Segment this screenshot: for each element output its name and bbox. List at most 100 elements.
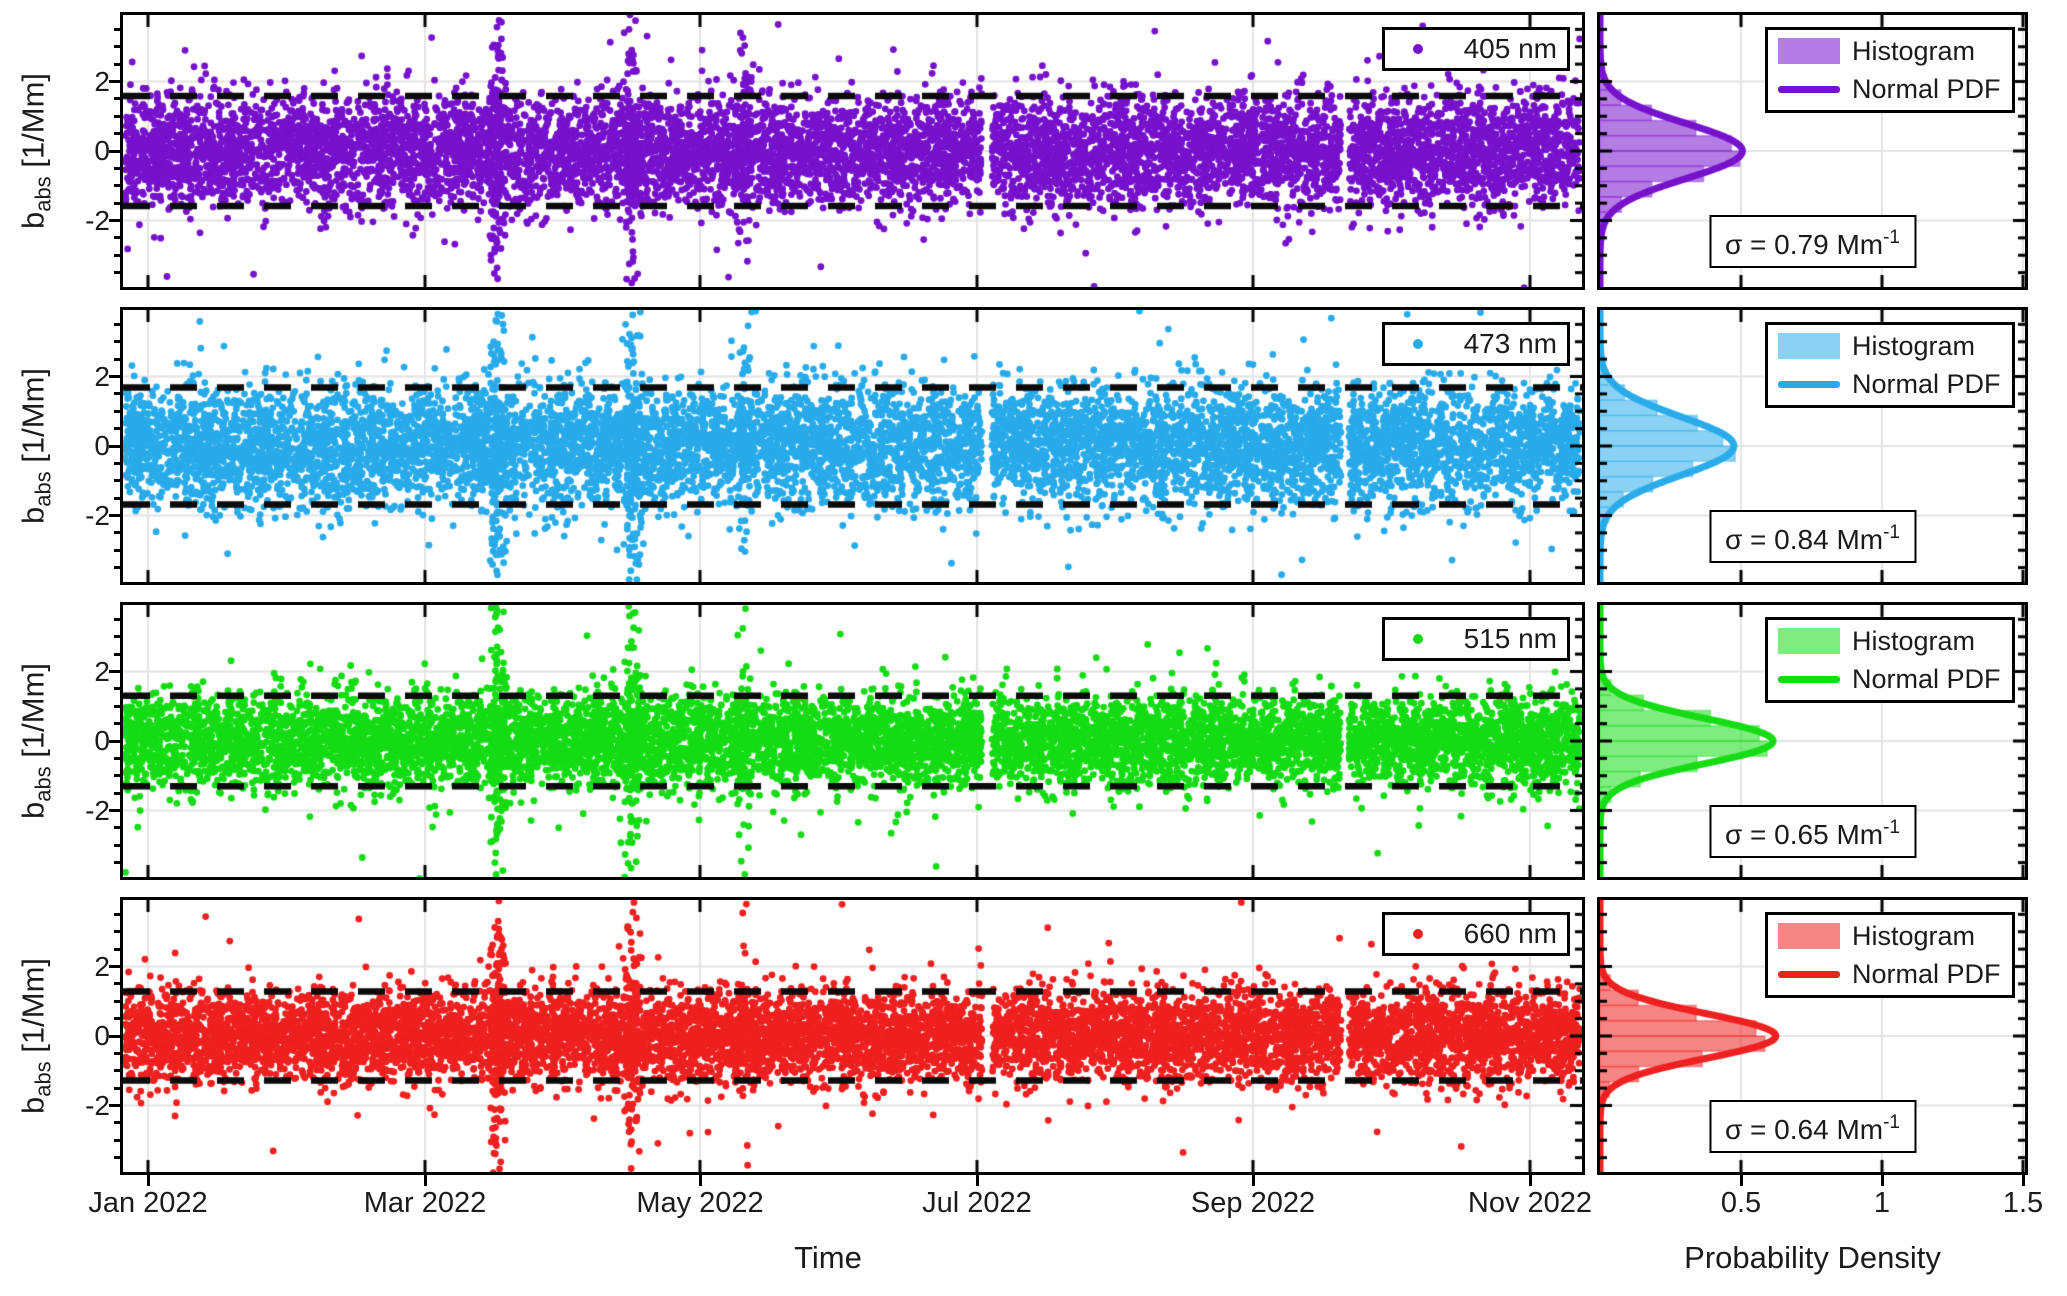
x-tick-label: Nov 2022 (1467, 1187, 1593, 1219)
legend-wavelength-label: 515 nm (1463, 623, 1557, 654)
y-axis-tick (114, 236, 120, 240)
y-axis-label: babs [1/Mm] (15, 958, 56, 1114)
y-axis-tick (114, 1017, 120, 1021)
y-axis-tick (114, 1121, 120, 1125)
y-axis-tick (109, 670, 120, 673)
sigma-value: σ = 0.65 Mm (1724, 819, 1884, 850)
y-axis-tick (114, 930, 120, 934)
histogram-swatch (1778, 628, 1840, 654)
y-axis-label: babs [1/Mm] (15, 368, 56, 524)
pd-axis-title: Probability Density (1684, 1240, 1941, 1275)
y-axis-tick (114, 635, 120, 639)
sigma-annotation: σ = 0.79 Mm-1 (1708, 215, 1917, 268)
y-axis-label-sub: abs (30, 471, 56, 507)
sigma-value: σ = 0.84 Mm (1724, 524, 1884, 555)
pd-axis-tick (2021, 1175, 2025, 1186)
sigma-exponent: -1 (1883, 522, 1901, 543)
y-axis-tick (114, 531, 120, 535)
legend-histogram: Histogram Normal PDF (1765, 912, 2015, 998)
y-axis-tick (114, 201, 120, 205)
y-axis-tick (109, 80, 120, 83)
legend-wavelength: 405 nm (1382, 27, 1570, 71)
scatter-panel-473nm: 473 nm (120, 307, 1585, 585)
y-axis-tick (114, 114, 120, 118)
legend-pdf-label: Normal PDF (1852, 73, 2001, 104)
pd-tick-label: 1 (1873, 1187, 1891, 1219)
scatter-canvas-515nm (123, 605, 1582, 877)
y-axis-label-unit: [1/Mm] (15, 957, 51, 1062)
y-axis-tick (109, 375, 120, 378)
y-axis-tick (114, 1069, 120, 1073)
y-axis-tick (114, 340, 120, 344)
pd-axis-tick (1739, 1175, 1743, 1186)
x-tick-label: Jul 2022 (922, 1187, 1032, 1219)
legend-pdf-label: Normal PDF (1852, 663, 2001, 694)
histogram-panel-660nm: Histogram Normal PDF σ = 0.64 Mm-1 (1597, 897, 2028, 1175)
legend-marker-dot (1413, 339, 1423, 349)
x-tick-label: Sep 2022 (1190, 1187, 1316, 1219)
legend-wavelength-label: 660 nm (1463, 918, 1557, 949)
y-axis-tick (114, 184, 120, 188)
y-axis-label-base: b (15, 801, 51, 820)
y-axis-tick (114, 132, 120, 136)
normal-pdf-line-swatch (1778, 970, 1840, 978)
legend-histogram-label: Histogram (1852, 330, 1976, 361)
y-tick-label: 0 (94, 1020, 110, 1051)
legend-wavelength: 515 nm (1382, 617, 1570, 661)
y-axis-tick (109, 1034, 120, 1038)
legend-histogram-label: Histogram (1852, 625, 1976, 656)
legend-marker-dot (1413, 929, 1423, 939)
y-axis-tick (114, 1138, 120, 1142)
sigma-exponent: -1 (1883, 227, 1901, 248)
x-axis-tick (698, 1175, 702, 1186)
legend-histogram-label: Histogram (1852, 920, 1976, 951)
y-axis-tick (109, 809, 120, 812)
scatter-canvas-473nm (123, 310, 1582, 582)
legend-histogram: Histogram Normal PDF (1765, 27, 2015, 113)
y-axis-tick (114, 704, 120, 708)
legend-marker-dot (1413, 44, 1423, 54)
y-axis-tick (114, 461, 120, 465)
y-axis-label-sub: abs (30, 1061, 56, 1097)
legend-wavelength-label: 473 nm (1463, 328, 1557, 359)
legend-pdf-entry: Normal PDF (1768, 957, 2012, 991)
y-axis-tick (114, 1156, 120, 1160)
legend-pdf-entry: Normal PDF (1768, 72, 2012, 106)
y-tick-label: -2 (85, 1089, 110, 1121)
sigma-exponent: -1 (1883, 1112, 1901, 1133)
y-axis-tick (109, 219, 120, 222)
legend-histogram-entry: Histogram (1768, 919, 2012, 953)
y-axis-tick (109, 149, 120, 153)
normal-pdf-line-swatch (1778, 675, 1840, 683)
x-axis-tick (1528, 1175, 1532, 1186)
y-axis-tick (109, 965, 120, 968)
y-axis-tick (114, 791, 120, 795)
pd-tick-label: 1.5 (2002, 1187, 2044, 1219)
y-axis-label-base: b (15, 1096, 51, 1115)
y-axis-tick (114, 774, 120, 778)
y-axis-tick (114, 912, 120, 916)
legend-histogram: Histogram Normal PDF (1765, 617, 2015, 703)
scatter-panel-405nm: 405 nm (120, 12, 1585, 290)
y-axis-tick (114, 271, 120, 275)
legend-wavelength: 660 nm (1382, 912, 1570, 956)
y-axis-tick (114, 166, 120, 170)
x-tick-label: Jan 2022 (88, 1187, 208, 1219)
legend-marker-dot (1413, 634, 1423, 644)
legend-histogram-label: Histogram (1852, 35, 1976, 66)
y-axis-label-unit: [1/Mm] (15, 367, 51, 472)
histogram-panel-515nm: Histogram Normal PDF σ = 0.65 Mm-1 (1597, 602, 2028, 880)
x-axis-tick (975, 1175, 979, 1186)
y-tick-label: 2 (94, 65, 110, 97)
legend-pdf-entry: Normal PDF (1768, 367, 2012, 401)
legend-wavelength: 473 nm (1382, 322, 1570, 366)
legend-histogram-entry: Histogram (1768, 624, 2012, 658)
scatter-canvas-405nm (123, 15, 1582, 287)
y-axis-label-sub: abs (30, 176, 56, 212)
y-axis-label: babs [1/Mm] (15, 663, 56, 819)
y-tick-label: 0 (94, 430, 110, 461)
x-axis-tick (423, 1175, 427, 1186)
y-axis-tick (114, 45, 120, 49)
x-axis-title: Time (794, 1240, 862, 1275)
